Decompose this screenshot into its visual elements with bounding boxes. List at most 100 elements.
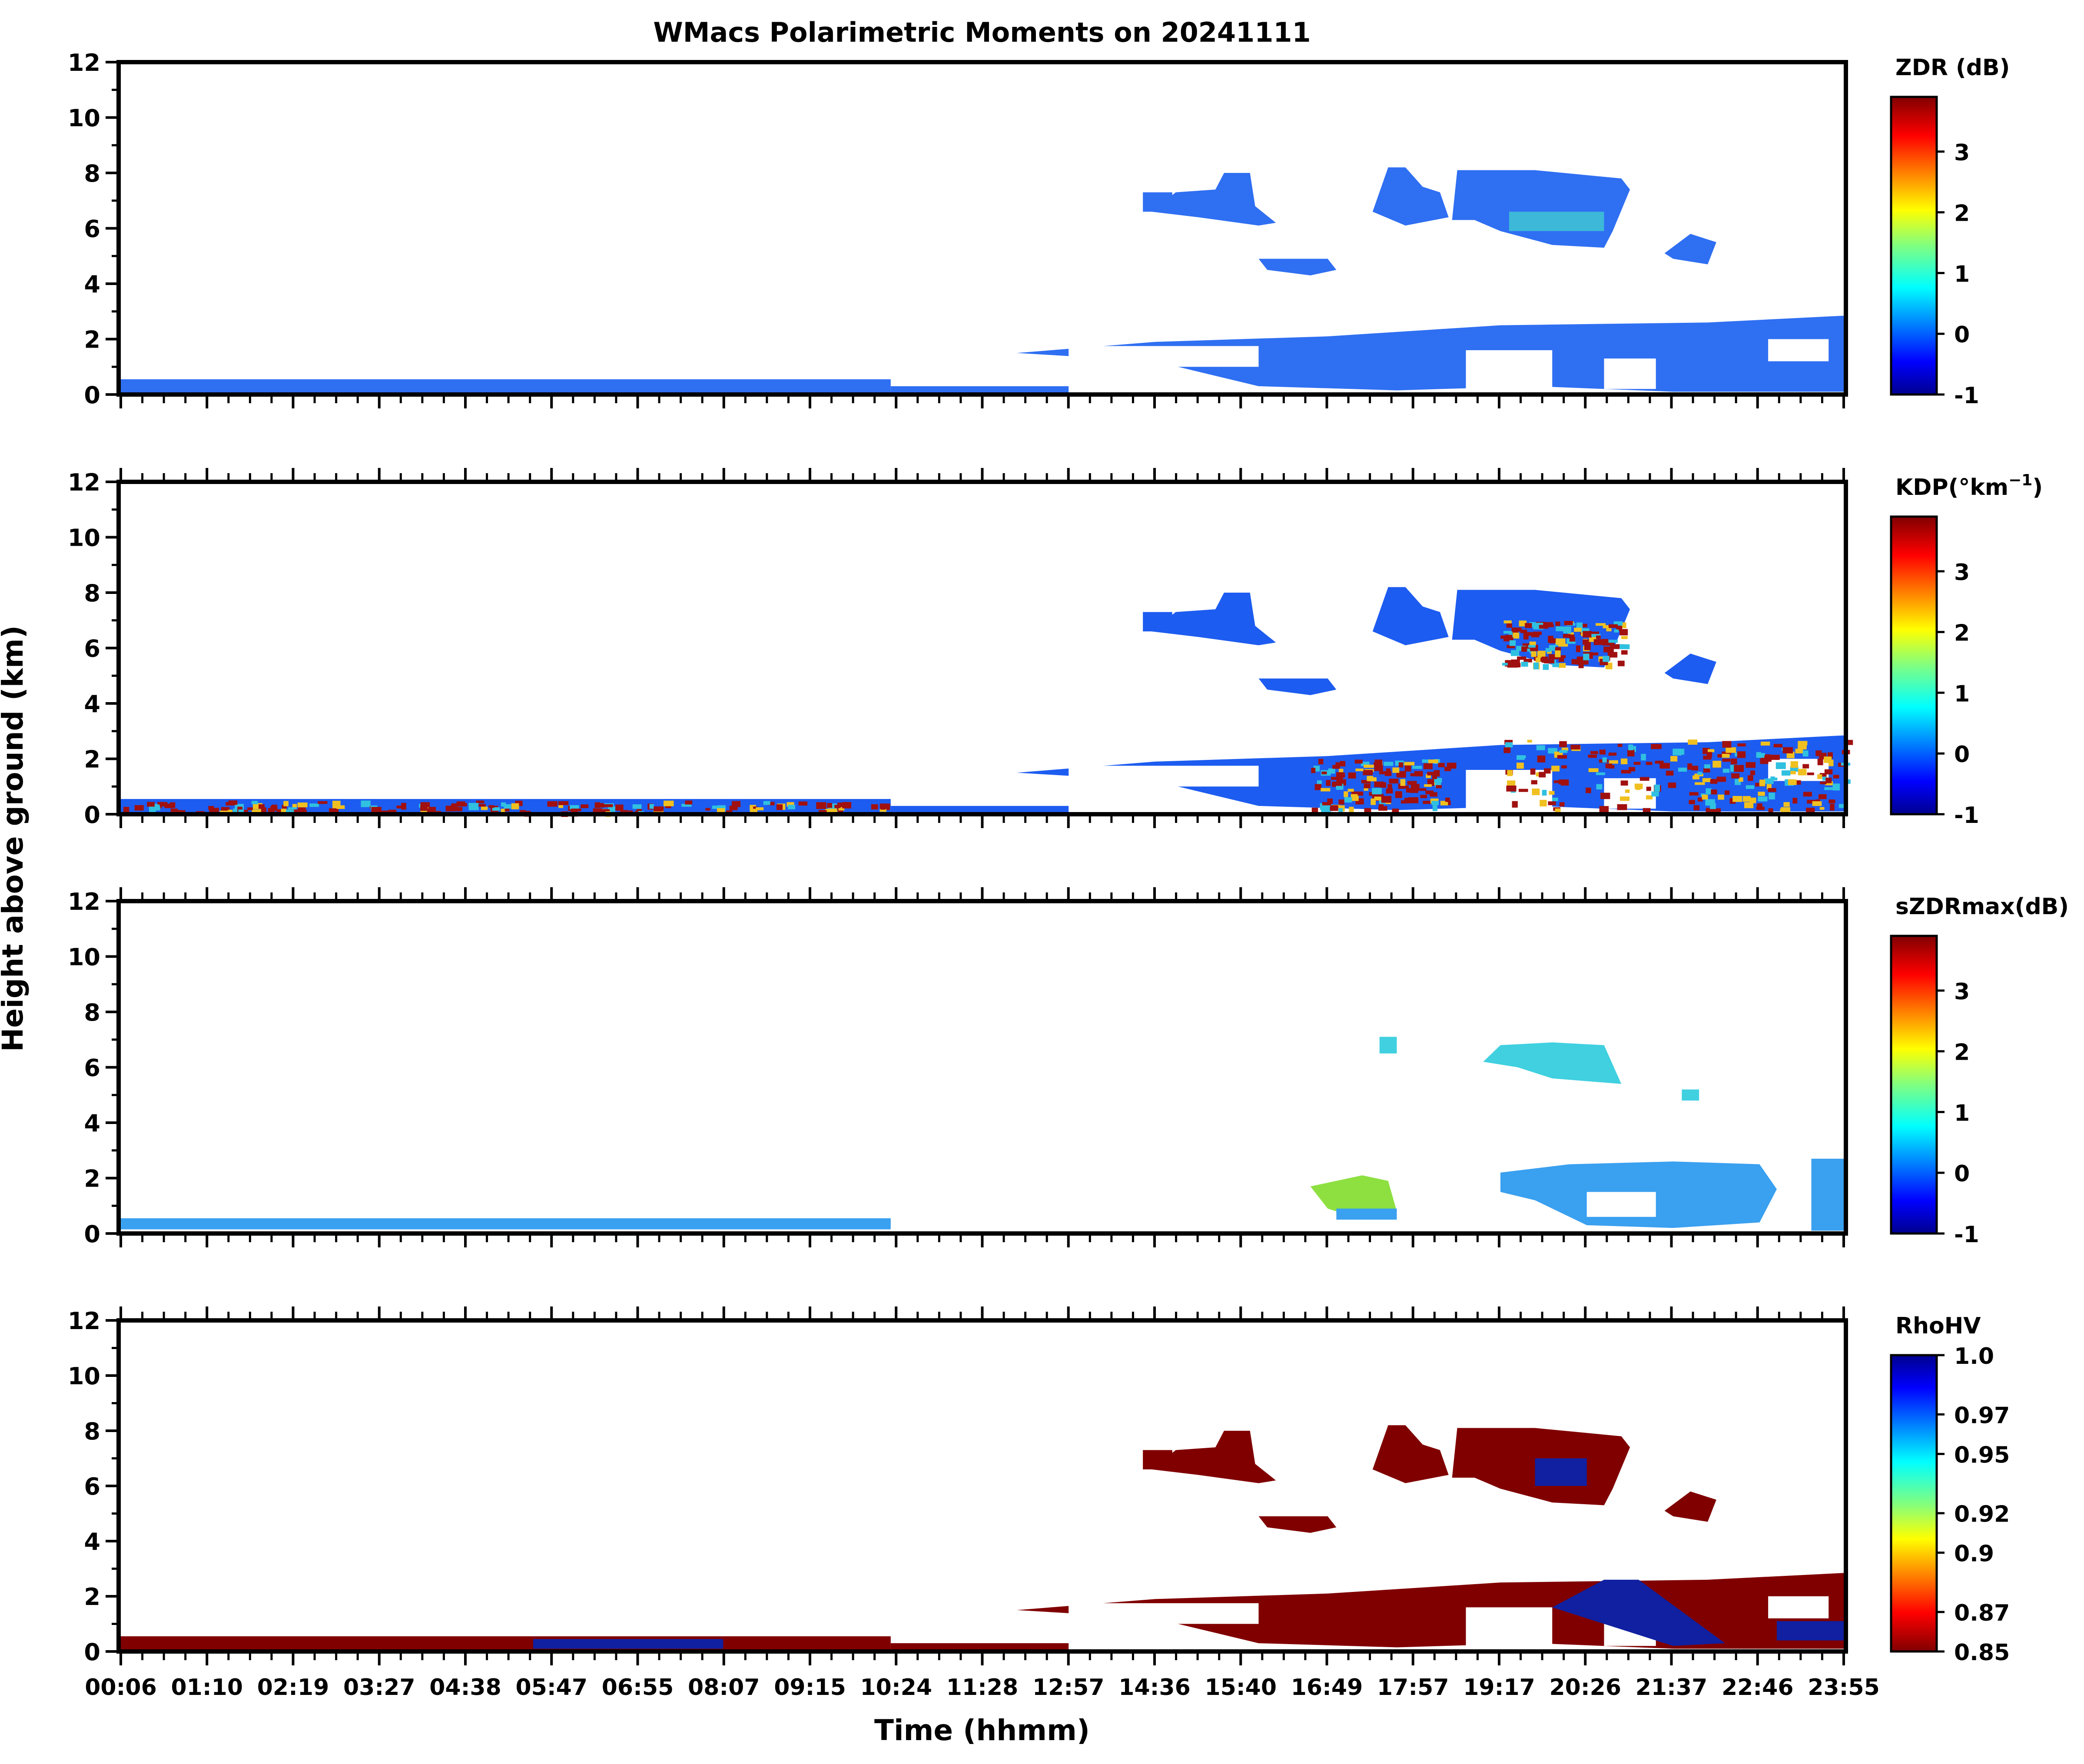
zdr-accent [1509,212,1604,231]
colorbar-gradient [1890,1354,1938,1653]
kdp-pixel [1330,806,1337,811]
upper-cloud-1b [1143,192,1172,212]
kdp-pixel [1371,793,1377,796]
y-tick-label: 12 [68,49,100,76]
kdp-pixel [1549,645,1556,651]
y-tick-label: 2 [84,326,100,354]
kdp-pixel [1592,631,1600,635]
kdp-pixel [1558,779,1568,785]
kdp-pixel [1404,785,1409,789]
kdp-pixel [1726,747,1736,753]
kdp-pixel [170,808,178,812]
kdp-pixel [1697,772,1702,775]
kdp-pixel [1379,771,1389,775]
kdp-pixel [1531,632,1540,637]
kdp-pixel [1707,749,1715,753]
kdp-pixel [1608,640,1618,643]
kdp-pixel [1423,800,1431,804]
kdp-pixel [834,808,843,813]
kdp-pixel [1605,763,1612,768]
kdp-pixel [1768,788,1776,792]
kdp-pixel [1386,788,1393,794]
colorbar-tick-label: 2 [1954,201,1970,227]
kdp-pixel [1744,802,1754,809]
radar-echoes-rhohv [119,1425,1846,1650]
kdp-pixel [1314,784,1321,790]
kdp-pixel [1781,807,1791,812]
kdp-pixel [1788,779,1797,785]
kdp-pixel [1830,803,1835,811]
kdp-pixel [1344,791,1348,797]
kdp-pixel [1775,762,1786,769]
kdp-pixel [1434,770,1440,777]
x-tick-label: 16:49 [1291,1674,1363,1701]
kdp-pixel [1445,797,1450,802]
kdp-pixel [1746,762,1755,768]
y-tick-label: 10 [68,105,100,132]
kdp-pixel [1392,767,1400,773]
kdp-pixel [1378,802,1384,807]
x-tick-label: 20:26 [1549,1674,1621,1701]
colorbar-label-superscript: −1 [2008,471,2032,489]
kdp-pixel [712,806,721,809]
kdp-pixel [1770,776,1775,781]
colorbar-tick-label: 1 [1954,261,1970,287]
upper-cloud-5 [1664,234,1716,265]
kdp-pixel [1426,774,1431,778]
kdp-pixel [1420,795,1427,799]
kdp-pixel [681,804,692,807]
kdp-pixel [1372,788,1382,795]
kdp-pixel [272,804,277,811]
kdp-pixel [1398,762,1404,768]
kdp-pixel [1561,765,1567,769]
kdp-pixel [1588,754,1597,758]
kdp-pixel [1380,782,1387,788]
kdp-pixel [228,800,238,805]
colorbar-tick-label: 3 [1954,140,1970,166]
kdp-pixel [208,806,214,810]
kdp-pixel [1596,772,1605,775]
colorbar-tick-label: 2 [1954,620,1970,647]
layer-gap [1069,766,1259,787]
szdr-gap [1586,1192,1656,1217]
y-tick-label: 12 [68,888,100,915]
kdp-pixel [1820,781,1827,785]
kdp-pixel [1387,784,1392,789]
kdp-pixel [1423,763,1433,769]
x-tick-label: 04:38 [429,1674,501,1701]
kdp-pixel [1704,764,1711,770]
kdp-pixel [1513,633,1520,639]
kdp-pixel [1344,797,1352,803]
kdp-pixel [1602,639,1609,646]
kdp-pixel [1410,773,1418,776]
kdp-pixel [1757,803,1762,808]
kdp-pixel [1793,780,1801,785]
kdp-pixel [594,802,601,808]
colorbar-tick-label: 1 [1954,1100,1970,1126]
kdp-pixel [1389,779,1399,784]
kdp-pixel [1557,755,1567,759]
kdp-pixel [361,800,371,807]
x-tick-label: 00:06 [85,1674,157,1701]
kdp-pixel [1798,741,1808,746]
kdp-pixel [1722,741,1732,748]
kdp-pixel [1617,804,1627,810]
kdp-pixel [1364,783,1371,789]
kdp-pixel [1507,770,1513,776]
kdp-pixel [1756,806,1765,810]
kdp-pixel [259,804,265,809]
kdp-pixel [1620,796,1630,801]
kdp-pixel [1761,741,1770,746]
colorbar-label: RhoHV [1895,1313,1981,1339]
kdp-pixel [1706,808,1716,813]
kdp-pixel [1530,768,1536,775]
kdp-pixel [729,806,738,810]
rho-low-blue [533,1639,723,1649]
kdp-pixel [1838,804,1847,808]
kdp-pixel [1425,790,1434,794]
kdp-pixel [1521,646,1527,652]
kdp-pixel [1355,768,1364,771]
kdp-pixel [1828,759,1834,766]
